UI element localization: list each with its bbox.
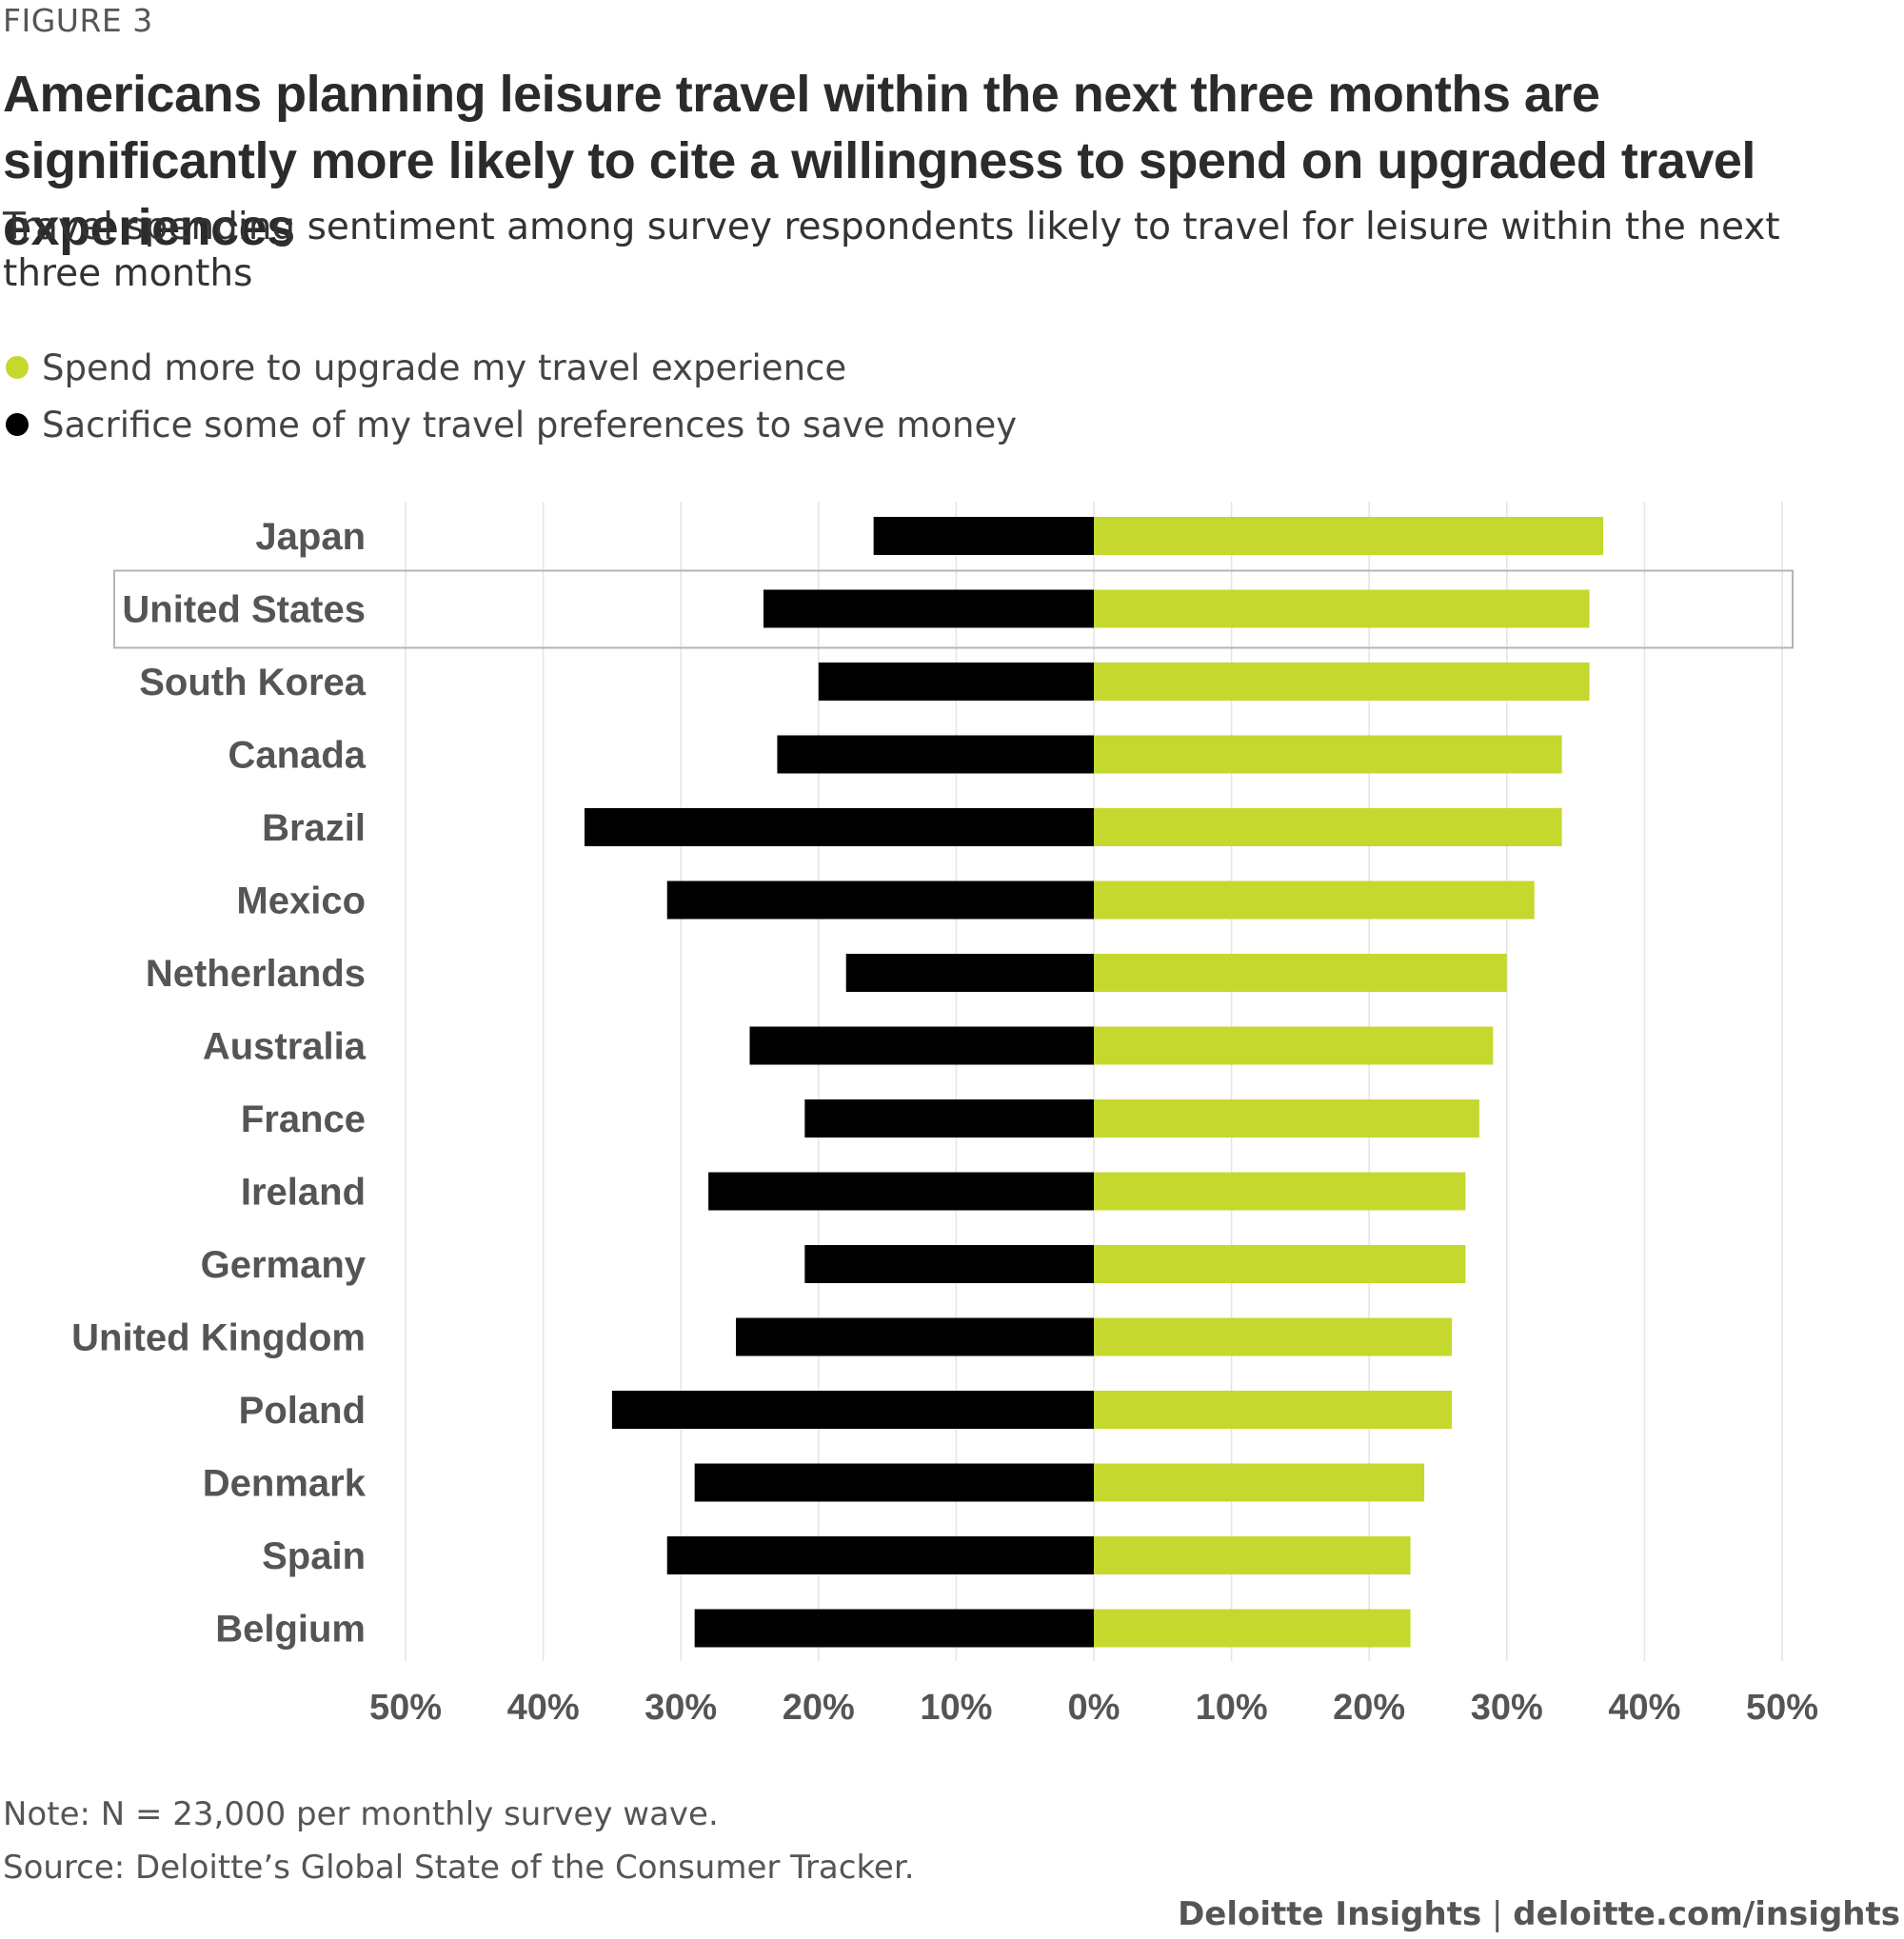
bar-save-money (666, 880, 1094, 920)
bar-upgrade (1094, 954, 1507, 992)
note-text: Note: N = 23,000 per monthly survey wave… (3, 1795, 719, 1833)
legend-label-upgrade: Spend more to upgrade my travel experien… (42, 346, 847, 388)
bar-upgrade (1094, 1609, 1411, 1648)
bar-save-money (804, 1099, 1094, 1138)
bar-upgrade (1094, 1099, 1479, 1138)
highlight-box (113, 569, 1794, 649)
chart-title: Americans planning leisure travel within… (3, 66, 1755, 256)
bar-upgrade (1094, 880, 1535, 920)
bar-save-money (611, 1391, 1094, 1429)
bar-upgrade (1094, 808, 1562, 846)
bar-upgrade (1094, 1026, 1494, 1065)
category-label: Denmark (203, 1463, 367, 1505)
x-tick-label: 20% (783, 1688, 855, 1728)
category-label: Netherlands (146, 953, 366, 995)
credit-brand: Deloitte Insights (1178, 1895, 1482, 1933)
bar-save-money (694, 1463, 1094, 1502)
bar-save-money (804, 1245, 1094, 1283)
diverging-bar-chart: 50% 40% 30% 20% 10% 0% 10% 20% 30% 40% 50% Japan Uni… (71, 502, 1818, 1728)
legend-item-save: Sacrifice some of my travel preferences … (3, 396, 1017, 453)
bar-upgrade (1094, 1463, 1425, 1502)
category-label: Mexico (236, 880, 366, 922)
category-label: Japan (255, 516, 366, 558)
x-tick-label: 50% (1746, 1688, 1818, 1728)
x-tick-label: 50% (369, 1688, 442, 1728)
bar-save-money (873, 517, 1094, 555)
credit-separator: | (1481, 1895, 1514, 1933)
x-tick-label: 20% (1333, 1688, 1405, 1728)
bar-save-money (845, 954, 1094, 992)
legend-swatch-upgrade (6, 356, 29, 379)
bar-upgrade (1094, 663, 1590, 701)
bar-save-money (749, 1026, 1094, 1065)
category-label: Poland (239, 1390, 366, 1432)
category-label: Belgium (215, 1609, 366, 1651)
x-tick-label: 30% (645, 1688, 717, 1728)
legend-label-save: Sacrifice some of my travel preferences … (42, 404, 1018, 445)
bar-save-money (666, 1536, 1094, 1574)
category-label: Australia (203, 1026, 367, 1068)
bar-save-money (694, 1609, 1094, 1648)
credit: Deloitte Insights | deloitte.com/insight… (1178, 1895, 1900, 1933)
x-tick-label: 40% (507, 1688, 580, 1728)
bar-save-money (736, 1317, 1094, 1356)
x-tick-label: 10% (1196, 1688, 1268, 1728)
x-tick-label: 30% (1471, 1688, 1543, 1728)
legend-swatch-save (6, 413, 29, 436)
bar-upgrade (1094, 589, 1590, 628)
x-tick-label: 10% (920, 1688, 992, 1728)
category-label: Spain (262, 1535, 366, 1577)
legend-item-upgrade: Spend more to upgrade my travel experien… (3, 339, 1017, 396)
bar-upgrade (1094, 1317, 1452, 1356)
category-label: Canada (228, 735, 367, 777)
bar-upgrade (1094, 517, 1604, 555)
bar-upgrade (1094, 1536, 1411, 1574)
credit-url: deloitte.com/insights (1513, 1895, 1900, 1933)
chart-subtitle: Travel spending sentiment among survey r… (3, 206, 1780, 295)
source-text: Source: Deloitte’s Global State of the C… (3, 1849, 915, 1887)
category-label: United Kingdom (71, 1317, 366, 1359)
bar-save-money (818, 663, 1094, 701)
legend: Spend more to upgrade my travel experien… (3, 339, 1017, 453)
bar-save-money (763, 589, 1094, 628)
x-tick-label: 0% (1068, 1688, 1121, 1728)
category-label: Ireland (241, 1172, 366, 1214)
bar-upgrade (1094, 735, 1562, 774)
category-label: South Korea (139, 662, 367, 703)
bar-upgrade (1094, 1172, 1466, 1211)
bar-upgrade (1094, 1391, 1452, 1429)
figure-label: FIGURE 3 (3, 2, 153, 39)
category-label: Brazil (262, 807, 366, 849)
bar-save-money (708, 1172, 1094, 1211)
x-tick-label: 40% (1608, 1688, 1680, 1728)
bar-save-money (584, 808, 1094, 846)
bar-upgrade (1094, 1245, 1466, 1283)
category-label: United States (122, 589, 366, 631)
category-label: France (241, 1098, 366, 1140)
category-label: Germany (201, 1244, 367, 1286)
bar-save-money (777, 735, 1094, 774)
footnotes: Note: N = 23,000 per monthly survey wave… (3, 1788, 915, 1894)
